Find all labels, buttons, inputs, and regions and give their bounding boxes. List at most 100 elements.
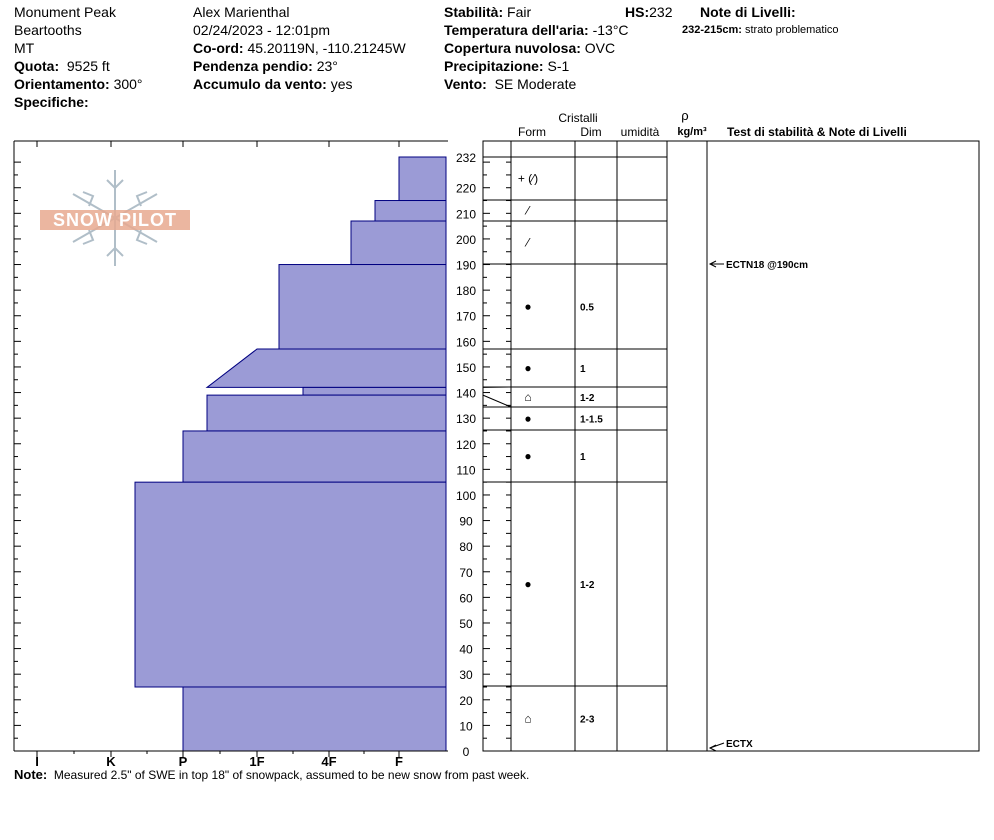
crystal-size: 1-2 [580,393,595,404]
slope: Pendenza pendio: 23° [193,58,338,74]
depth-label: 30 [459,668,473,682]
aspect: Orientamento: 300° [14,76,143,92]
depth-label: 170 [456,310,476,324]
column-crystals: Cristalli [558,111,597,125]
layer-notes-title: Note di Livelli: [700,4,796,20]
depth-label: 220 [456,182,476,196]
depth-label: 90 [459,515,473,529]
crystal-size: 0.5 [580,303,594,314]
frame [13,140,980,752]
crystal-form: + (⁄) [518,172,538,186]
stability-test-label: ECTX [726,739,753,750]
header-col-2: Alex Marienthal 02/24/2023 - 12:01pm Co-… [193,3,406,93]
crystal-size: 1-2 [580,580,595,591]
hardness-axis: I K P 1F 4F F [35,141,403,769]
header-col-1: Monument Peak Beartooths MT Quota: 9525 … [14,3,143,111]
depth-label: 110 [456,463,475,477]
header-col-3: Stabilità: Fair Temperatura dell'aria: -… [444,3,629,93]
column-humidity: umidità [621,125,660,139]
depth-label: 200 [456,233,476,247]
hardness-layer [302,386,447,396]
crystal-size: 1-1.5 [580,415,603,426]
depth-label: 180 [456,284,476,298]
column-stability-notes: Test di stabilità & Note di Livelli [727,125,907,139]
stability-arrowhead [708,260,717,268]
crystal-table: + (⁄) ⁄ ⁄ ● 0.5 ● 1 ⌂ 1-2 ● 1-1.5 ● 1 ● 1-2 ⌂ 2-3 [482,141,708,751]
crystal-size: 2-3 [580,715,595,726]
depth-label: 160 [456,335,476,349]
depth-label: 50 [459,617,473,631]
hardness-label: P [179,754,188,769]
crystal-form: ● [524,300,531,314]
depth-label: 10 [459,719,473,733]
layer-note: 232-215cm: strato problematico [682,24,839,36]
depth-label: 0 [463,745,470,759]
hardness-label: 1F [249,754,264,769]
stability-tests: ECTN18 @190cm ECTX [708,260,808,752]
hardness-layer [182,430,447,483]
hardness-label: 4F [321,754,336,769]
depth-label: 190 [456,259,476,273]
depth-label: 60 [459,591,473,605]
hardness-layer [206,394,447,432]
depth-label: 80 [459,540,473,554]
depth-label: 120 [456,438,476,452]
datetime: 02/24/2023 - 12:01pm [193,22,330,38]
hardness-layers [134,156,447,752]
depth-label: 232 [456,151,476,165]
depth-label: 100 [456,489,476,503]
logo-text: SNOW PILOT [53,210,177,230]
elevation: Quota: 9525 ft [14,58,110,74]
state: MT [14,40,35,56]
air-temperature: Temperatura dell'aria: -13°C [444,22,629,38]
crystal-form: ● [524,449,531,463]
crystal-size: 1 [580,364,586,375]
wind-loading: Accumulo da vento: yes [193,76,353,92]
snow-height: HS:232 [625,4,673,20]
crystal-size: 1 [580,452,586,463]
hardness-label: I [35,754,39,769]
table-frame [482,140,980,752]
hardness-layer [278,264,447,350]
depth-label: 210 [456,207,476,221]
sky-cover: Copertura nuvolosa: OVC [444,40,616,56]
crystal-form: ⁄ [524,204,531,218]
note: Note: Measured 2.5" of SWE in top 18" of… [14,767,530,782]
note-text: Measured 2.5" of SWE in top 18" of snowp… [53,768,530,782]
mountain-range: Beartooths [14,22,82,38]
precipitation: Precipitazione: S-1 [444,58,570,74]
depth-label: 140 [456,387,476,401]
depth-label: 20 [459,694,473,708]
hardness-layer [374,200,447,222]
column-form: Form [518,125,546,139]
crystal-form: ⌂ [524,712,531,726]
crystal-form: ● [524,412,531,426]
column-dim: Dim [580,125,601,139]
stability-test-label: ECTN18 @190cm [726,260,808,271]
hardness-label: F [395,754,403,769]
hardness-layer [134,481,447,688]
location: Monument Peak [14,4,116,20]
depth-axis: 0 10 20 30 40 50 60 70 80 90 100 110 120 130 140 150 160… [14,151,511,759]
stability-arrowhead [708,744,717,752]
crystal-form: ⌂ [524,390,531,404]
hardness-layer [205,348,447,388]
stability: Stabilità: Fair [444,4,532,20]
hardness-label: K [106,754,116,769]
column-density-unit: kg/m³ [677,126,707,138]
layer-connector [482,394,512,408]
wind: Vento: SE Moderate [444,76,577,92]
specifics: Specifiche: [14,94,89,110]
depth-label: 70 [459,566,473,580]
crystal-form: ● [524,577,531,591]
depth-label: 150 [456,361,476,375]
hardness-layer [350,220,447,266]
depth-label: 40 [459,643,473,657]
snowpilot-logo: SNOW PILOT [40,170,190,266]
hardness-layer [398,156,447,202]
observer: Alex Marienthal [193,4,290,20]
hardness-layer [182,686,447,752]
crystal-form: ● [524,361,531,375]
depth-label: 130 [456,412,476,426]
